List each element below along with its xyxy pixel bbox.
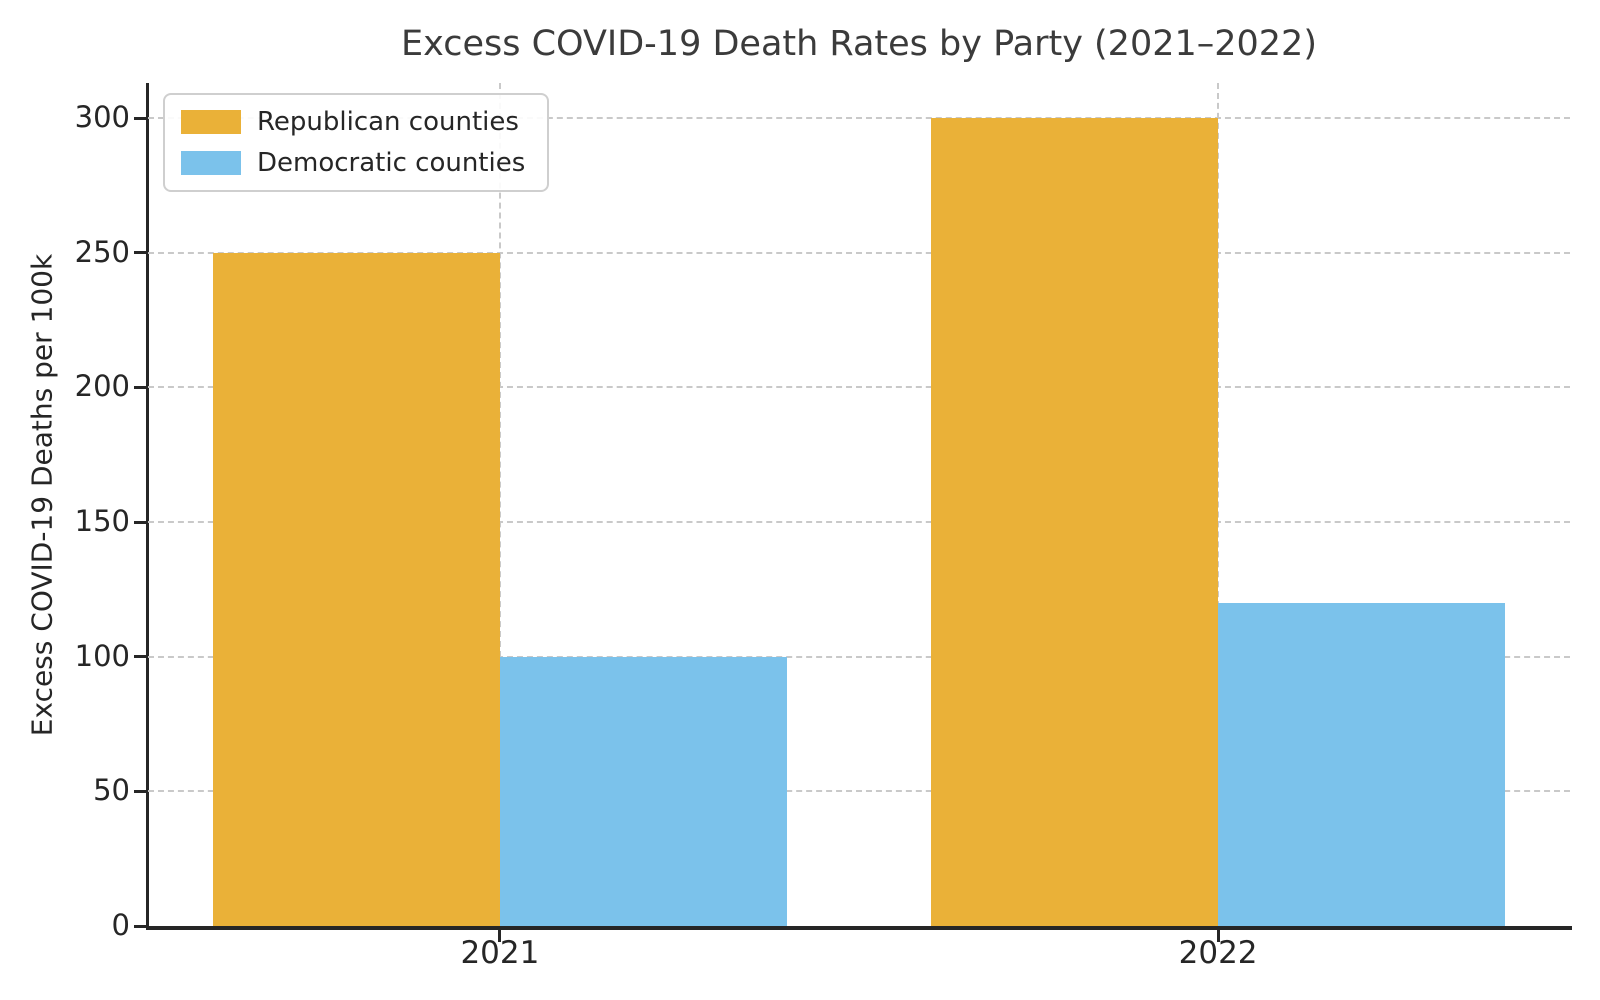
y-tick-label: 250 — [74, 234, 130, 269]
legend-label: Democratic counties — [257, 148, 526, 178]
bar — [212, 252, 500, 926]
x-axis-spine — [146, 926, 1572, 930]
y-gridline — [148, 386, 1570, 389]
y-tick-label: 50 — [93, 773, 130, 808]
x-tick-label: 2021 — [460, 935, 540, 971]
y-tick-label: 0 — [111, 908, 130, 942]
y-tick-label: 100 — [74, 638, 130, 673]
y-tick-mark — [134, 116, 146, 120]
y-gridline — [148, 521, 1570, 523]
y-tick-mark — [134, 655, 146, 659]
x-gridline — [498, 83, 501, 926]
y-tick-label: 300 — [74, 100, 130, 134]
y-axis-spine — [146, 83, 149, 929]
x-tick-label: 2022 — [1178, 935, 1258, 971]
legend-entry: Republican counties — [181, 107, 525, 137]
legend-swatch — [181, 151, 241, 175]
bar — [930, 118, 1219, 926]
y-tick-mark — [134, 251, 146, 255]
x-tick-mark — [1216, 930, 1220, 942]
legend-entry: Democratic counties — [181, 148, 525, 178]
x-tick-mark — [498, 930, 502, 942]
y-gridline — [148, 655, 1570, 658]
bar — [499, 656, 788, 926]
y-gridline — [148, 790, 1570, 793]
bar — [1218, 602, 1506, 926]
y-gridline — [148, 251, 1570, 254]
y-tick-mark — [134, 789, 146, 793]
legend-swatch — [181, 110, 241, 134]
chart-title: Excess COVID-19 Death Rates by Party (20… — [401, 24, 1317, 64]
y-gridline — [148, 117, 1570, 119]
x-gridline — [1217, 83, 1220, 926]
y-tick-label: 150 — [74, 504, 130, 538]
y-tick-mark — [134, 520, 146, 524]
y-tick-label: 200 — [74, 369, 130, 404]
y-tick-mark — [134, 924, 146, 928]
legend: Republican counties Democratic counties — [163, 93, 550, 192]
y-tick-mark — [134, 385, 146, 389]
legend-label: Republican counties — [257, 107, 519, 137]
